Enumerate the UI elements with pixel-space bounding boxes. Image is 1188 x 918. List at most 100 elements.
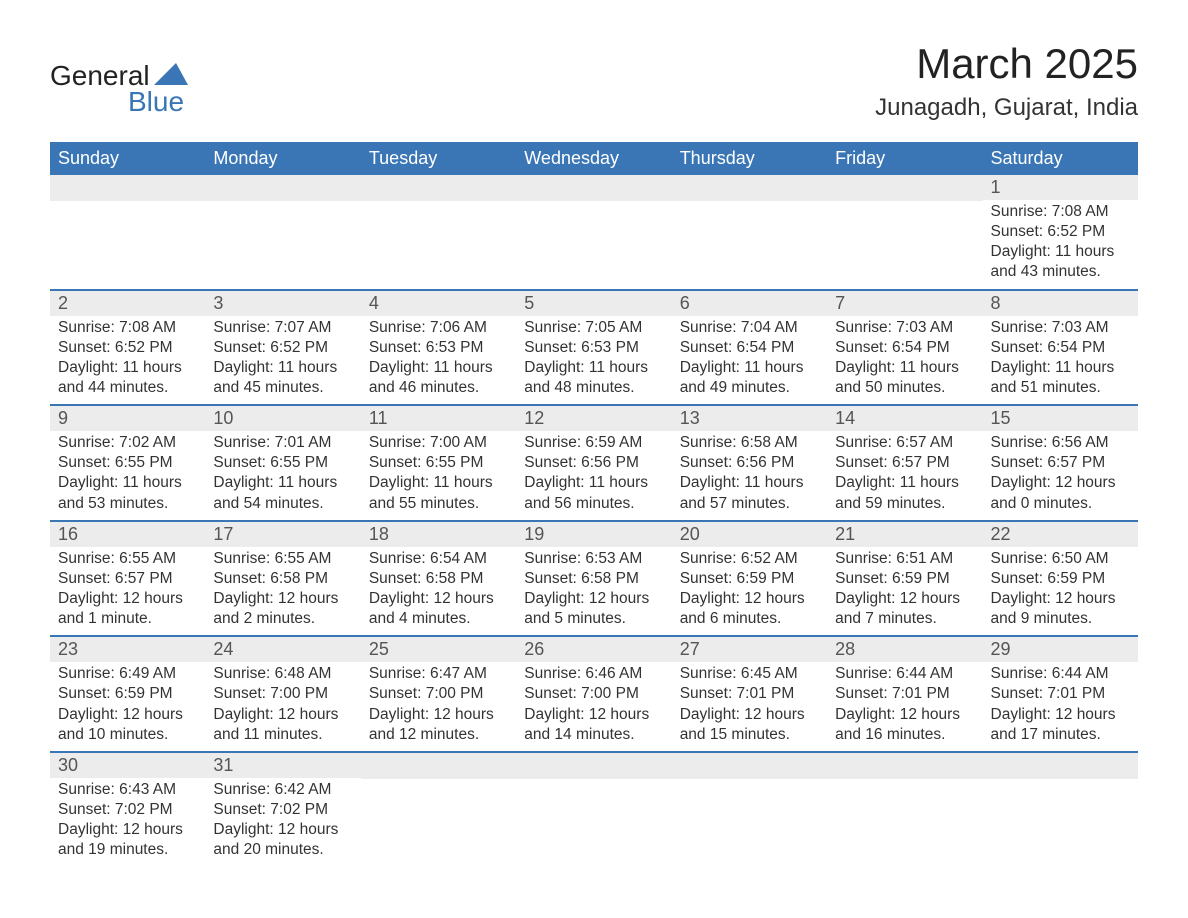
daylight-text: Daylight: 11 hours and 55 minutes. xyxy=(369,473,508,513)
calendar-cell: 21Sunrise: 6:51 AMSunset: 6:59 PMDayligh… xyxy=(827,521,982,637)
sunrise-text: Sunrise: 6:55 AM xyxy=(58,549,197,569)
day-number: 26 xyxy=(516,637,671,662)
day-content: Sunrise: 7:04 AMSunset: 6:54 PMDaylight:… xyxy=(672,316,827,405)
sunset-text: Sunset: 6:57 PM xyxy=(991,453,1130,473)
sunrise-text: Sunrise: 6:48 AM xyxy=(213,664,352,684)
day-number: 25 xyxy=(361,637,516,662)
weekday-header: Sunday xyxy=(50,142,205,175)
sunrise-text: Sunrise: 6:54 AM xyxy=(369,549,508,569)
calendar-cell: 23Sunrise: 6:49 AMSunset: 6:59 PMDayligh… xyxy=(50,636,205,752)
calendar-cell: 19Sunrise: 6:53 AMSunset: 6:58 PMDayligh… xyxy=(516,521,671,637)
day-number xyxy=(516,753,671,779)
calendar-cell: 16Sunrise: 6:55 AMSunset: 6:57 PMDayligh… xyxy=(50,521,205,637)
sunrise-text: Sunrise: 7:03 AM xyxy=(835,318,974,338)
sunrise-text: Sunrise: 7:04 AM xyxy=(680,318,819,338)
day-number xyxy=(983,753,1138,779)
calendar-cell xyxy=(827,752,982,867)
daylight-text: Daylight: 11 hours and 53 minutes. xyxy=(58,473,197,513)
sunset-text: Sunset: 6:59 PM xyxy=(991,569,1130,589)
day-number: 14 xyxy=(827,406,982,431)
sunrise-text: Sunrise: 6:45 AM xyxy=(680,664,819,684)
day-number: 23 xyxy=(50,637,205,662)
calendar-row: 1Sunrise: 7:08 AMSunset: 6:52 PMDaylight… xyxy=(50,175,1138,290)
day-content: Sunrise: 7:02 AMSunset: 6:55 PMDaylight:… xyxy=(50,431,205,520)
sunset-text: Sunset: 6:56 PM xyxy=(524,453,663,473)
calendar-cell: 12Sunrise: 6:59 AMSunset: 6:56 PMDayligh… xyxy=(516,405,671,521)
daylight-text: Daylight: 12 hours and 6 minutes. xyxy=(680,589,819,629)
day-content: Sunrise: 6:58 AMSunset: 6:56 PMDaylight:… xyxy=(672,431,827,520)
sunrise-text: Sunrise: 6:42 AM xyxy=(213,780,352,800)
day-number: 15 xyxy=(983,406,1138,431)
daylight-text: Daylight: 12 hours and 20 minutes. xyxy=(213,820,352,860)
sunset-text: Sunset: 6:59 PM xyxy=(58,684,197,704)
sunset-text: Sunset: 7:00 PM xyxy=(369,684,508,704)
sunset-text: Sunset: 6:54 PM xyxy=(991,338,1130,358)
day-number: 17 xyxy=(205,522,360,547)
calendar-cell xyxy=(205,175,360,290)
day-number xyxy=(672,175,827,201)
day-number: 31 xyxy=(205,753,360,778)
sunset-text: Sunset: 6:56 PM xyxy=(680,453,819,473)
calendar-cell: 6Sunrise: 7:04 AMSunset: 6:54 PMDaylight… xyxy=(672,290,827,406)
sunrise-text: Sunrise: 6:50 AM xyxy=(991,549,1130,569)
sunset-text: Sunset: 7:01 PM xyxy=(991,684,1130,704)
calendar-cell xyxy=(50,175,205,290)
day-content: Sunrise: 6:48 AMSunset: 7:00 PMDaylight:… xyxy=(205,662,360,751)
calendar-cell: 29Sunrise: 6:44 AMSunset: 7:01 PMDayligh… xyxy=(983,636,1138,752)
day-content xyxy=(827,201,982,209)
day-number: 21 xyxy=(827,522,982,547)
calendar-cell: 1Sunrise: 7:08 AMSunset: 6:52 PMDaylight… xyxy=(983,175,1138,290)
sunset-text: Sunset: 7:00 PM xyxy=(213,684,352,704)
day-number: 20 xyxy=(672,522,827,547)
calendar-cell: 2Sunrise: 7:08 AMSunset: 6:52 PMDaylight… xyxy=(50,290,205,406)
daylight-text: Daylight: 12 hours and 15 minutes. xyxy=(680,705,819,745)
sunset-text: Sunset: 6:55 PM xyxy=(369,453,508,473)
sunset-text: Sunset: 6:53 PM xyxy=(524,338,663,358)
day-number xyxy=(361,175,516,201)
daylight-text: Daylight: 12 hours and 9 minutes. xyxy=(991,589,1130,629)
calendar-cell: 8Sunrise: 7:03 AMSunset: 6:54 PMDaylight… xyxy=(983,290,1138,406)
day-number: 28 xyxy=(827,637,982,662)
sunrise-text: Sunrise: 6:49 AM xyxy=(58,664,197,684)
day-number: 9 xyxy=(50,406,205,431)
day-content xyxy=(672,779,827,787)
calendar-cell xyxy=(516,175,671,290)
daylight-text: Daylight: 12 hours and 1 minute. xyxy=(58,589,197,629)
sunrise-text: Sunrise: 7:07 AM xyxy=(213,318,352,338)
calendar-cell: 13Sunrise: 6:58 AMSunset: 6:56 PMDayligh… xyxy=(672,405,827,521)
calendar-cell: 20Sunrise: 6:52 AMSunset: 6:59 PMDayligh… xyxy=(672,521,827,637)
daylight-text: Daylight: 12 hours and 2 minutes. xyxy=(213,589,352,629)
calendar-cell xyxy=(361,175,516,290)
day-content: Sunrise: 6:46 AMSunset: 7:00 PMDaylight:… xyxy=(516,662,671,751)
calendar-cell: 26Sunrise: 6:46 AMSunset: 7:00 PMDayligh… xyxy=(516,636,671,752)
day-number: 16 xyxy=(50,522,205,547)
calendar-cell: 11Sunrise: 7:00 AMSunset: 6:55 PMDayligh… xyxy=(361,405,516,521)
calendar-cell: 15Sunrise: 6:56 AMSunset: 6:57 PMDayligh… xyxy=(983,405,1138,521)
day-content: Sunrise: 7:03 AMSunset: 6:54 PMDaylight:… xyxy=(983,316,1138,405)
sunrise-text: Sunrise: 7:01 AM xyxy=(213,433,352,453)
sunrise-text: Sunrise: 7:08 AM xyxy=(991,202,1130,222)
day-number: 12 xyxy=(516,406,671,431)
day-content: Sunrise: 6:44 AMSunset: 7:01 PMDaylight:… xyxy=(983,662,1138,751)
daylight-text: Daylight: 12 hours and 7 minutes. xyxy=(835,589,974,629)
day-content: Sunrise: 6:42 AMSunset: 7:02 PMDaylight:… xyxy=(205,778,360,867)
day-content xyxy=(516,779,671,787)
day-number xyxy=(827,753,982,779)
sunrise-text: Sunrise: 7:00 AM xyxy=(369,433,508,453)
day-number: 1 xyxy=(983,175,1138,200)
day-number: 22 xyxy=(983,522,1138,547)
calendar-cell xyxy=(361,752,516,867)
sunrise-text: Sunrise: 7:03 AM xyxy=(991,318,1130,338)
day-number: 8 xyxy=(983,291,1138,316)
day-content: Sunrise: 6:45 AMSunset: 7:01 PMDaylight:… xyxy=(672,662,827,751)
sunset-text: Sunset: 7:01 PM xyxy=(680,684,819,704)
day-content: Sunrise: 6:49 AMSunset: 6:59 PMDaylight:… xyxy=(50,662,205,751)
calendar-cell xyxy=(827,175,982,290)
calendar-row: 30Sunrise: 6:43 AMSunset: 7:02 PMDayligh… xyxy=(50,752,1138,867)
sunset-text: Sunset: 6:58 PM xyxy=(213,569,352,589)
sunset-text: Sunset: 6:55 PM xyxy=(58,453,197,473)
daylight-text: Daylight: 11 hours and 49 minutes. xyxy=(680,358,819,398)
sunset-text: Sunset: 6:54 PM xyxy=(680,338,819,358)
sunrise-text: Sunrise: 6:46 AM xyxy=(524,664,663,684)
day-number xyxy=(361,753,516,779)
